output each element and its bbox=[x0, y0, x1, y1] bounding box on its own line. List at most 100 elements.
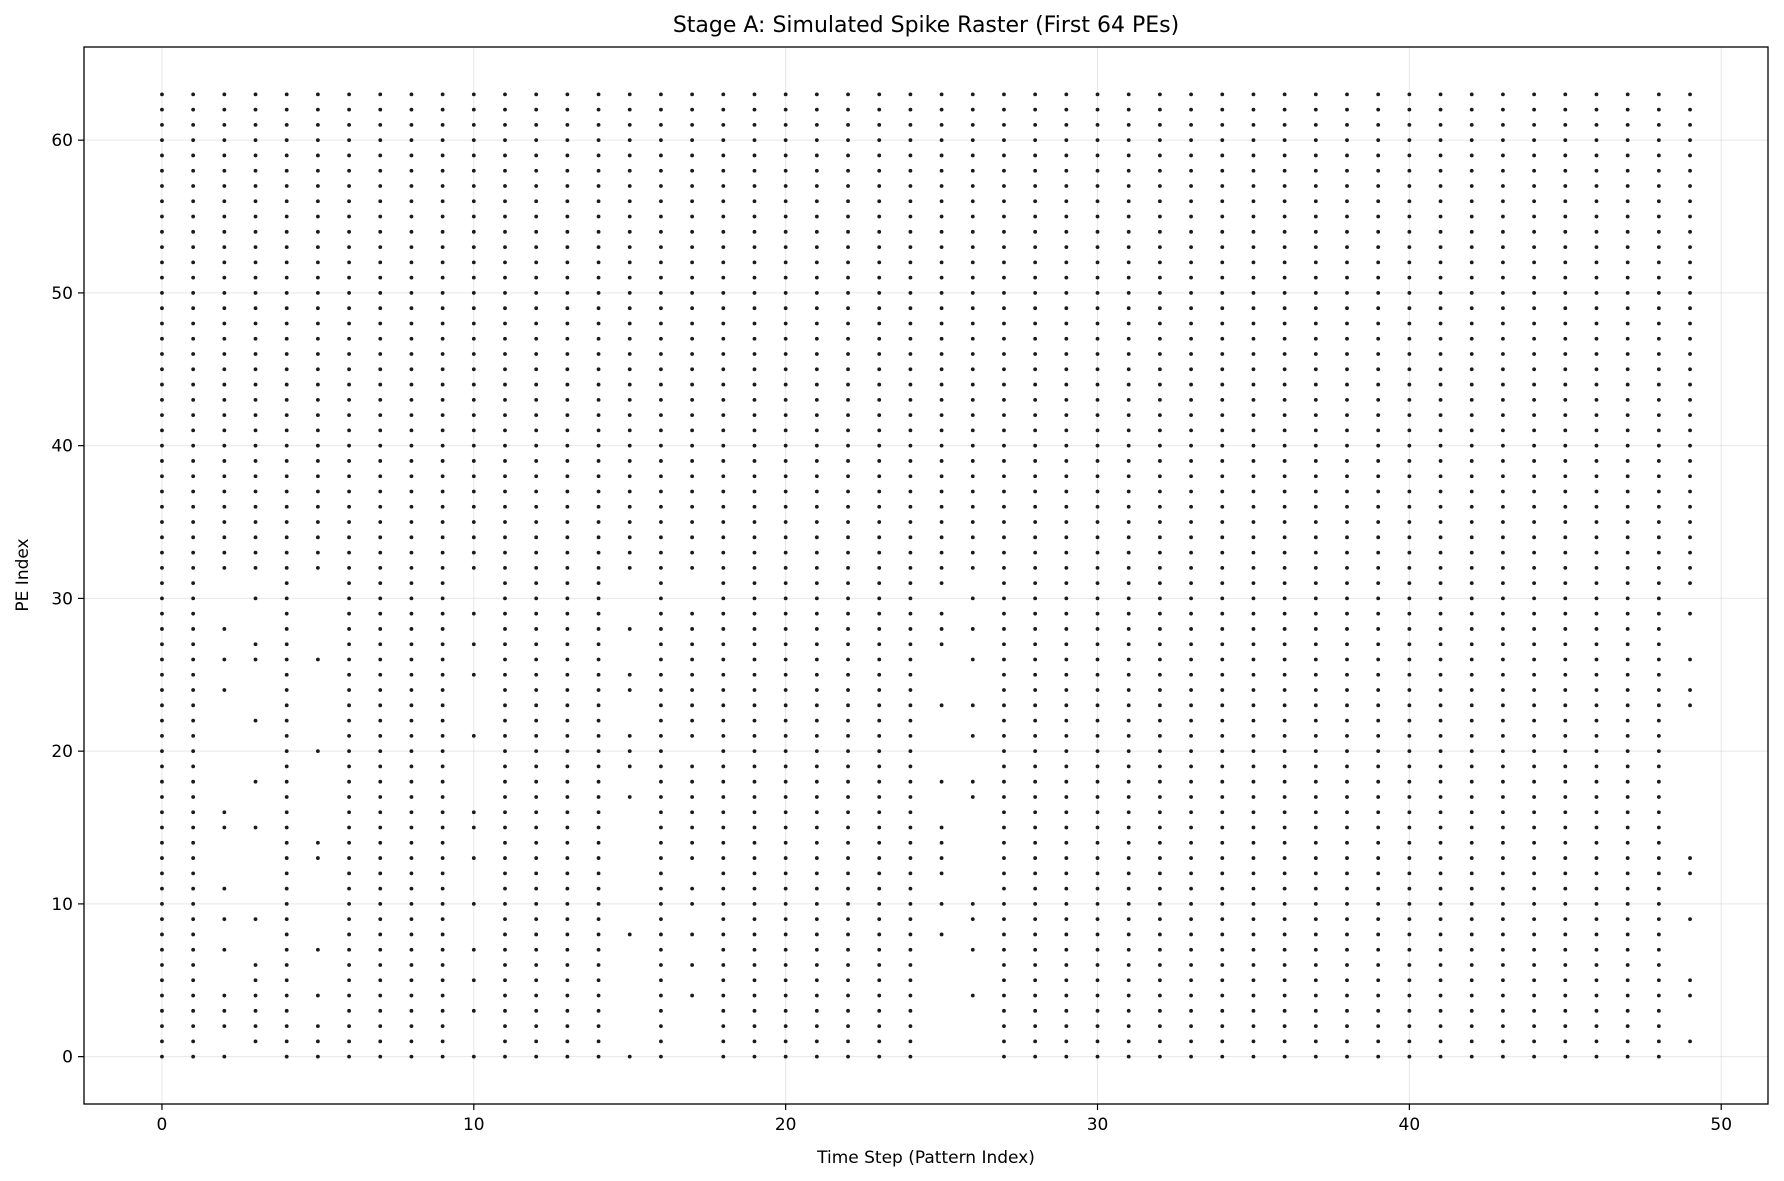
spike-point bbox=[409, 168, 414, 173]
spike-point bbox=[409, 963, 414, 967]
spike-point bbox=[690, 825, 695, 830]
spike-point bbox=[1064, 932, 1069, 937]
spike-point bbox=[1126, 291, 1131, 295]
spike-point bbox=[1282, 336, 1287, 341]
spike-point bbox=[1157, 749, 1162, 754]
spike-point bbox=[222, 336, 227, 341]
spike-point bbox=[1501, 596, 1505, 601]
spike-point bbox=[1126, 993, 1131, 998]
spike-point bbox=[1438, 184, 1443, 188]
spike-point bbox=[752, 810, 757, 815]
spike-point bbox=[1220, 504, 1225, 509]
spike-point bbox=[284, 1008, 289, 1013]
spike-point bbox=[440, 92, 445, 97]
spike-point bbox=[814, 657, 819, 662]
spike-point bbox=[1282, 978, 1287, 983]
spike-point bbox=[1532, 367, 1537, 372]
spike-point bbox=[1469, 413, 1474, 418]
spike-point bbox=[1002, 1054, 1006, 1059]
spike-point bbox=[596, 367, 601, 372]
spike-point bbox=[814, 840, 819, 845]
spike-point bbox=[409, 474, 414, 479]
x-tick-label: 20 bbox=[775, 1115, 797, 1135]
spike-point bbox=[1532, 535, 1537, 540]
spike-point bbox=[1688, 275, 1692, 280]
spike-point bbox=[721, 565, 726, 570]
spike-point bbox=[1313, 749, 1318, 754]
spike-point bbox=[783, 306, 788, 311]
spike-point bbox=[1282, 993, 1287, 998]
spike-point bbox=[284, 642, 289, 647]
spike-point bbox=[1563, 275, 1568, 280]
spike-point bbox=[1313, 993, 1318, 998]
spike-point bbox=[846, 107, 850, 112]
spike-point bbox=[1625, 321, 1630, 326]
spike-point bbox=[752, 902, 757, 906]
spike-point bbox=[1594, 306, 1599, 311]
spike-point bbox=[846, 825, 850, 830]
spike-point bbox=[1469, 627, 1474, 631]
spike-point bbox=[1376, 565, 1381, 570]
spike-point bbox=[1189, 947, 1193, 952]
spike-point bbox=[1376, 733, 1381, 738]
spike-point bbox=[1282, 596, 1287, 601]
spike-point bbox=[659, 107, 663, 112]
spike-point bbox=[752, 565, 757, 570]
spike-point bbox=[783, 565, 788, 570]
spike-point bbox=[1345, 459, 1349, 463]
spike-point bbox=[783, 229, 788, 234]
x-tick-label: 50 bbox=[1710, 1115, 1732, 1135]
spike-point bbox=[1157, 321, 1162, 326]
spike-point bbox=[1002, 352, 1006, 356]
spike-point bbox=[1469, 779, 1474, 784]
spike-point bbox=[939, 153, 944, 158]
spike-point bbox=[659, 733, 663, 738]
spike-point bbox=[1157, 795, 1162, 799]
spike-point bbox=[471, 367, 476, 372]
spike-point bbox=[1157, 779, 1162, 784]
spike-point bbox=[1532, 520, 1537, 524]
spike-point bbox=[1157, 535, 1162, 540]
spike-point bbox=[253, 535, 258, 540]
spike-point bbox=[1501, 275, 1505, 280]
spike-point bbox=[565, 825, 570, 830]
spike-point bbox=[1594, 168, 1599, 173]
spike-point bbox=[970, 504, 975, 509]
spike-point bbox=[814, 413, 819, 418]
spike-point bbox=[315, 947, 320, 952]
spike-point bbox=[690, 902, 695, 906]
spike-point bbox=[1251, 336, 1256, 341]
spike-point bbox=[160, 902, 164, 906]
spike-point bbox=[1064, 321, 1069, 326]
spike-point bbox=[1313, 657, 1318, 662]
spike-point bbox=[846, 978, 850, 983]
spike-point bbox=[596, 840, 601, 845]
spike-point bbox=[1345, 229, 1349, 234]
spike-point bbox=[1220, 672, 1225, 677]
spike-point bbox=[1376, 703, 1381, 708]
spike-point bbox=[565, 932, 570, 937]
spike-point bbox=[1625, 1054, 1630, 1059]
spike-point bbox=[690, 963, 695, 967]
spike-point bbox=[1251, 795, 1256, 799]
spike-point bbox=[908, 886, 913, 891]
spike-point bbox=[1688, 245, 1692, 249]
spike-point bbox=[1532, 214, 1537, 219]
spike-point bbox=[1563, 321, 1568, 326]
spike-point bbox=[471, 489, 476, 494]
spike-point bbox=[659, 489, 663, 494]
spike-point bbox=[970, 260, 975, 265]
spike-point bbox=[1002, 993, 1006, 998]
spike-point bbox=[315, 565, 320, 570]
spike-point bbox=[1313, 733, 1318, 738]
spike-point bbox=[1407, 963, 1412, 967]
spike-point bbox=[409, 397, 414, 402]
spike-point bbox=[1157, 733, 1162, 738]
spike-point bbox=[1469, 443, 1474, 448]
spike-point bbox=[315, 749, 320, 754]
spike-point bbox=[877, 550, 882, 555]
spike-point bbox=[1282, 932, 1287, 937]
spike-point bbox=[1064, 1008, 1069, 1013]
spike-point bbox=[503, 291, 507, 295]
spike-point bbox=[752, 886, 757, 891]
